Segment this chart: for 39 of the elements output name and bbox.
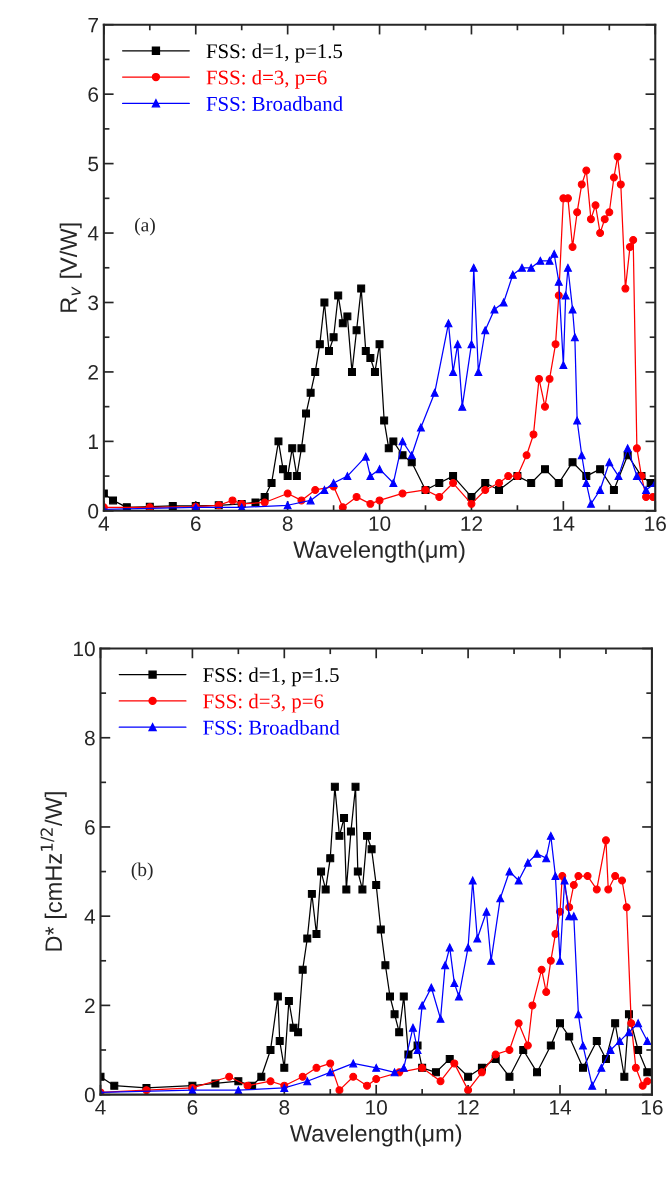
y-tick-label: 2	[85, 998, 95, 1013]
y-tick-label: 3	[88, 295, 99, 311]
x-axis-title: Wavelength(μm)	[293, 540, 465, 563]
y-tick-label: 10	[74, 641, 95, 657]
y-tick-label: 4	[84, 909, 96, 924]
y-tick-label: 4	[87, 226, 99, 241]
annotation: (b)	[131, 862, 153, 881]
legend-label: FSS: Broadband	[206, 96, 343, 111]
y-axis-title: R$_{v}$ [V/W]	[59, 223, 82, 312]
y-tick-label: 5	[88, 156, 99, 172]
x-tick-label: 8	[282, 516, 293, 531]
x-tick-label: 12	[458, 1100, 479, 1115]
y-tick-label: 2	[88, 364, 98, 380]
x-tick-label: 14	[550, 1100, 571, 1115]
y-tick-label: 8	[84, 730, 95, 746]
x-tick-label: 10	[369, 516, 391, 531]
x-tick-label: 14	[553, 516, 575, 531]
x-tick-label: 12	[461, 516, 482, 531]
x-tick-label: 6	[191, 516, 201, 531]
x-tick-label: 8	[279, 1100, 290, 1115]
y-tick-label: 6	[88, 87, 99, 102]
x-tick-label: 16	[645, 516, 666, 531]
x-axis-title: Wavelength(μm)	[289, 1124, 462, 1147]
legend-label: FSS: Broadband	[203, 720, 340, 735]
legend-label: FSS: d=1, p=1.5	[203, 667, 339, 687]
legend-label: FSS: d=3, p=6	[203, 693, 324, 713]
x-tick-label: 4	[98, 516, 110, 531]
x-tick-label: 16	[641, 1100, 663, 1115]
y-tick-label: 1	[88, 434, 98, 449]
y-tick-label: 0	[88, 503, 99, 519]
y-tick-label: 6	[85, 819, 95, 835]
y-tick-label: 7	[88, 17, 98, 33]
legend-label: FSS: d=3, p=6	[206, 69, 327, 89]
x-tick-label: 6	[187, 1100, 198, 1115]
legend-label: FSS: d=1, p=1.5	[206, 43, 343, 63]
annotation: (a)	[135, 217, 155, 236]
y-axis-title: D* [cmHz$^{1/2}$/W]	[40, 792, 67, 951]
y-tick-label: 0	[84, 1087, 95, 1103]
x-tick-label: 10	[366, 1100, 387, 1115]
